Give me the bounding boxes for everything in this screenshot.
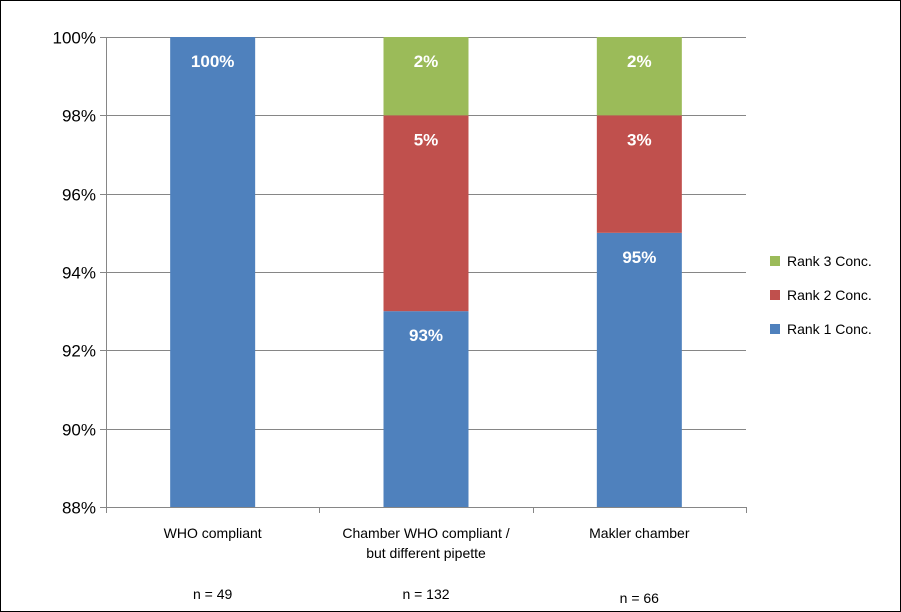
data-label: 2% — [627, 52, 652, 71]
bar-segment — [596, 115, 682, 233]
legend-label: Rank 3 Conc. — [787, 253, 872, 269]
sample-size-label: n = 49 — [193, 586, 233, 602]
bars — [170, 37, 682, 508]
category-label: but different pipette — [366, 545, 486, 561]
bar-segment — [170, 37, 256, 507]
data-label: 5% — [414, 130, 439, 149]
data-label: 95% — [622, 248, 656, 267]
y-tick-label: 96% — [62, 186, 96, 205]
y-tick-label: 100% — [53, 29, 96, 48]
y-tick-label: 90% — [62, 421, 96, 440]
y-tick-label: 92% — [62, 342, 96, 361]
axes — [100, 37, 747, 513]
legend-label: Rank 1 Conc. — [787, 321, 872, 337]
legend-swatch — [770, 290, 780, 300]
legend-swatch — [770, 324, 780, 334]
bar-segment — [383, 37, 469, 116]
category-label: Makler chamber — [589, 525, 690, 541]
legend: Rank 3 Conc. Rank 2 Conc. Rank 1 Conc. — [770, 253, 872, 337]
bar-segment — [596, 37, 682, 116]
labels: 88% 90% 92% 94% 96% 98% 100% 100% 93% 5% 2% 95% 3% 2%… — [53, 29, 690, 607]
sample-size-label: n = 66 — [620, 590, 660, 606]
bar-segment — [383, 311, 469, 507]
data-label: 2% — [414, 52, 439, 71]
bar-segment — [383, 115, 469, 312]
category-label: WHO compliant — [164, 525, 262, 541]
y-tick-label: 94% — [62, 264, 96, 283]
y-tick-label: 98% — [62, 107, 96, 126]
data-label: 93% — [409, 326, 443, 345]
bar-segment — [596, 232, 682, 508]
y-tick-label: 88% — [62, 499, 96, 518]
category-label: Chamber WHO compliant / — [342, 525, 509, 541]
sample-size-label: n = 132 — [402, 586, 449, 602]
data-label: 100% — [191, 52, 234, 71]
data-label: 3% — [627, 130, 652, 149]
legend-swatch — [770, 256, 780, 266]
legend-label: Rank 2 Conc. — [787, 287, 872, 303]
